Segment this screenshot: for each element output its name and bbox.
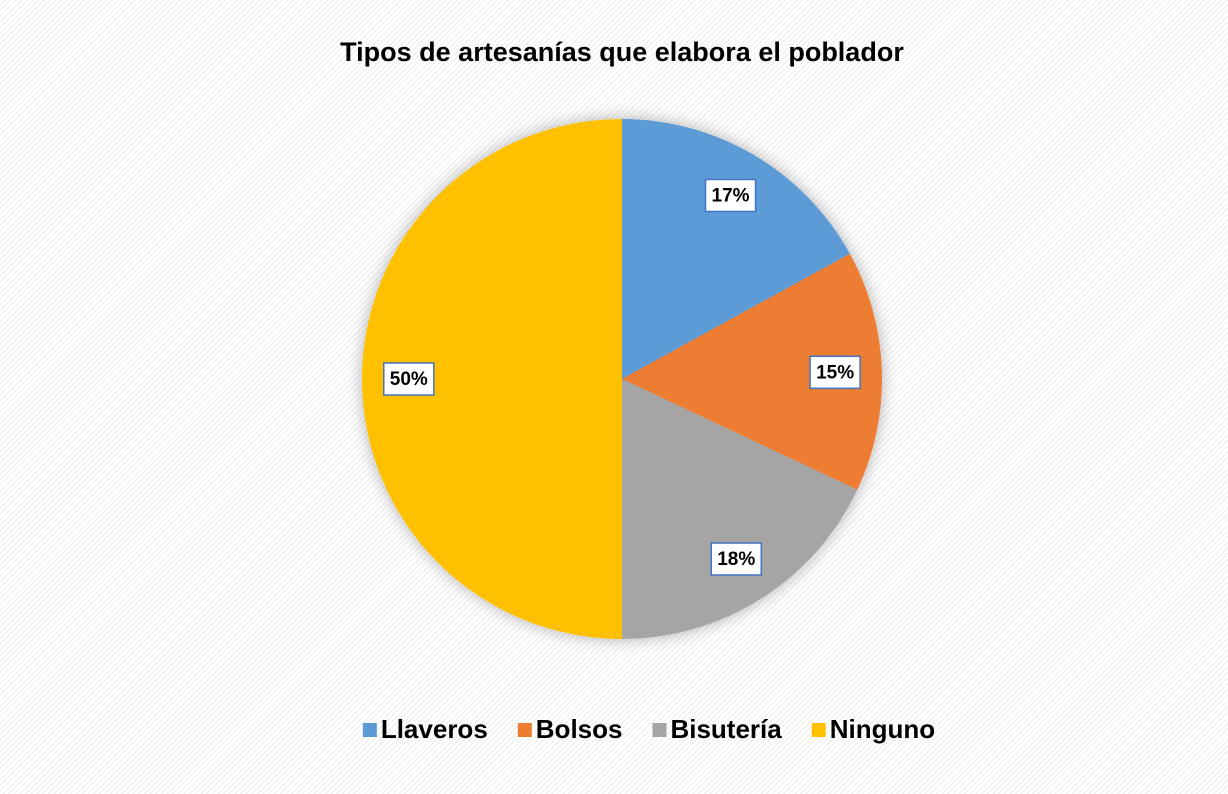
legend-label: Bolsos (536, 714, 623, 744)
legend-swatch (517, 723, 532, 737)
data-label: 15% (816, 362, 854, 383)
data-labels: 17% 15% 18% 50% (383, 178, 861, 576)
pie-slice (622, 253, 883, 490)
legend-swatch (811, 723, 826, 737)
pie-slice (362, 119, 622, 639)
pie-slice (622, 379, 858, 639)
pie-slice (622, 119, 850, 379)
data-label: 17% (712, 186, 750, 207)
data-label-box (383, 362, 435, 396)
legend-label: Llaveros (381, 714, 488, 744)
data-label-box (809, 355, 861, 390)
chart-title: Tipos de artesanías que elabora el pobla… (340, 37, 904, 67)
data-label: 18% (717, 549, 755, 570)
legend: Llaveros Bolsos Bisutería Ninguno (362, 714, 935, 744)
data-label-box (710, 542, 763, 576)
legend-swatch (652, 723, 667, 737)
pie (362, 119, 883, 639)
data-label-box (704, 178, 757, 213)
legend-swatch (362, 723, 377, 737)
data-label: 50% (390, 369, 428, 390)
legend-label: Bisutería (670, 714, 782, 744)
legend-label: Ninguno (830, 714, 935, 744)
